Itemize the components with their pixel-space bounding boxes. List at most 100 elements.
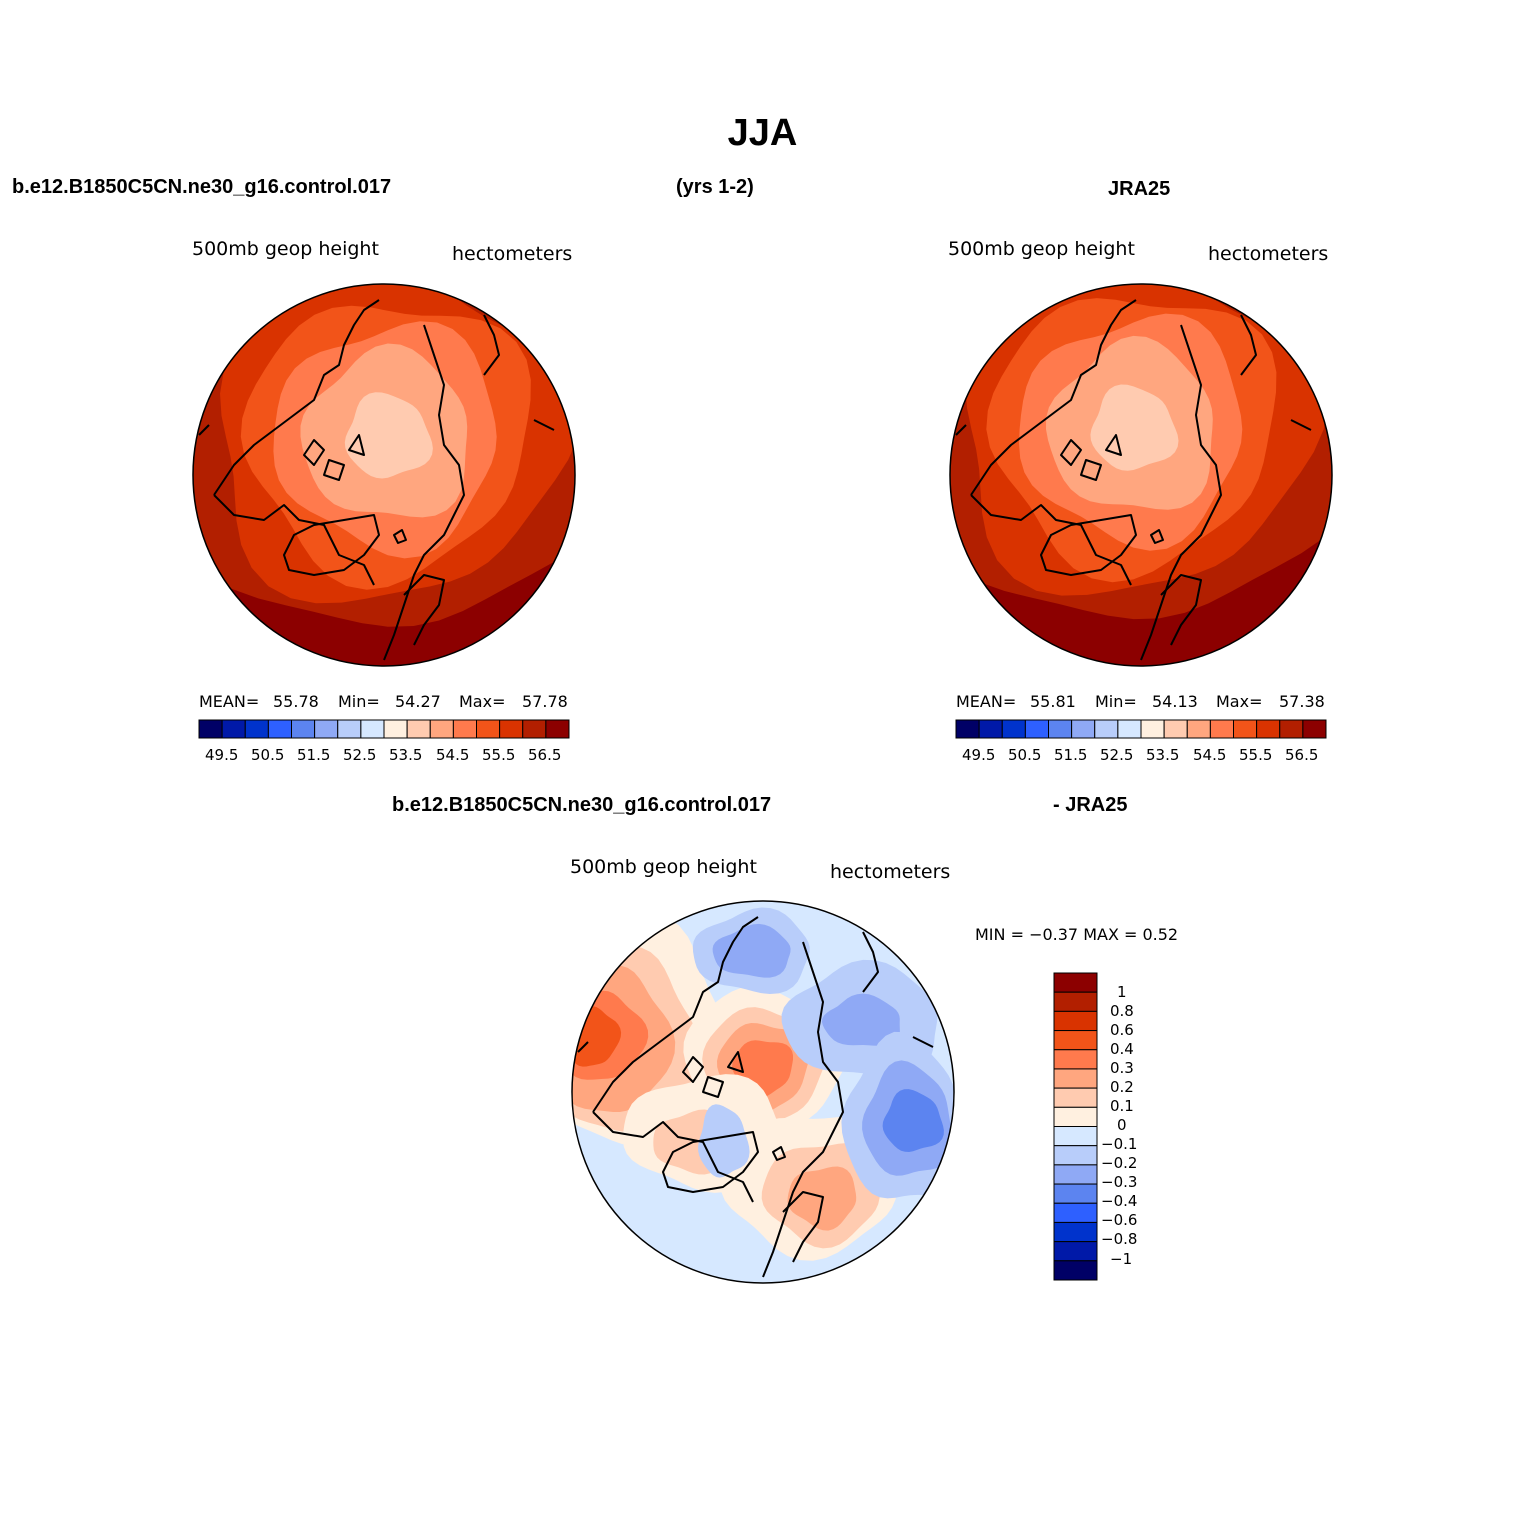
diff-cbar-tick: 1: [1117, 983, 1127, 1001]
obs-cbar-tick: 56.5: [1285, 746, 1319, 764]
diff-colorbar-box: [1053, 1202, 1098, 1223]
model-mean-value: 55.78: [273, 692, 319, 711]
diff-cbar-tick: −1: [1110, 1250, 1133, 1268]
obs-cbar-tick: 54.5: [1193, 746, 1227, 764]
diff-header-right: - JRA25: [1053, 794, 1128, 816]
diff-coastline: [682, 1056, 704, 1083]
obs-colorbar-box: [1048, 719, 1073, 739]
obs-contour-band: [1090, 384, 1179, 471]
diff-coastline: [912, 1036, 934, 1048]
model-min-label: Min=: [338, 692, 380, 711]
model-coastline: [348, 434, 365, 456]
diff-cbar-tick: −0.6: [1101, 1211, 1138, 1229]
obs-units-label: hectometers: [1208, 243, 1329, 265]
diff-header-left: b.e12.B1850C5CN.ne30_g16.control.017: [392, 794, 772, 816]
obs-colorbar-box: [1302, 719, 1327, 739]
obs-coastline: [1240, 314, 1257, 376]
diff-cbar-tick: −0.2: [1101, 1154, 1138, 1172]
model-colorbar-box: [406, 719, 431, 739]
obs-variable-label: 500mb geop height: [948, 238, 1135, 260]
model-coastline: [198, 424, 210, 436]
diff-colorbar-box: [1053, 1145, 1098, 1166]
top-center-header: (yrs 1-2): [676, 176, 754, 198]
model-colorbar-box: [522, 719, 547, 739]
diff-coastline: [702, 1076, 724, 1098]
model-coastline: [213, 299, 380, 496]
model-max-value: 57.78: [522, 692, 568, 711]
obs-coastline: [1040, 514, 1137, 576]
model-colorbar-box: [337, 719, 362, 739]
obs-colorbar: [955, 719, 1327, 739]
obs-mean-value: 55.81: [1030, 692, 1076, 711]
obs-coastline: [955, 424, 967, 436]
diff-coastline: [662, 1131, 759, 1193]
model-colorbar-box: [314, 719, 339, 739]
diff-map-border: [571, 900, 955, 1284]
model-coastline: [393, 529, 407, 544]
obs-colorbar-box: [1209, 719, 1234, 739]
diff-coastline: [772, 1146, 786, 1161]
diff-colorbar-box: [1053, 1106, 1098, 1127]
obs-cbar-tick: 55.5: [1239, 746, 1273, 764]
obs-cbar-tick: 52.5: [1100, 746, 1134, 764]
model-colorbar: [198, 719, 570, 739]
diff-coastline: [577, 1041, 589, 1053]
obs-coastline: [1080, 459, 1102, 481]
model-colorbar-box: [383, 719, 408, 739]
diff-cbar-tick: −0.8: [1101, 1230, 1138, 1248]
obs-coastline: [1140, 324, 1222, 661]
diff-contour-band: [712, 923, 791, 978]
model-polar-map: [193, 284, 575, 666]
diff-colorbar-box: [1053, 1126, 1098, 1147]
diff-cbar-tick: −0.4: [1101, 1192, 1138, 1210]
obs-colorbar-box: [1233, 719, 1258, 739]
obs-cbar-tick: 50.5: [1008, 746, 1042, 764]
model-colorbar-box: [499, 719, 524, 739]
diff-minmax-text: MIN = −0.37 MAX = 0.52: [975, 925, 1179, 944]
model-cbar-tick: 50.5: [251, 746, 285, 764]
obs-coastline: [1060, 439, 1082, 466]
obs-max-value: 57.38: [1279, 692, 1325, 711]
diff-colorbar-box: [1053, 1164, 1098, 1185]
model-colorbar-box: [452, 719, 477, 739]
obs-mean-label: MEAN=: [956, 692, 1017, 711]
diff-colorbar-box: [1053, 1241, 1098, 1262]
obs-colorbar-box: [1071, 719, 1096, 739]
model-cbar-tick: 54.5: [436, 746, 470, 764]
diff-cbar-tick: −0.1: [1101, 1135, 1138, 1153]
obs-min-value: 54.13: [1152, 692, 1198, 711]
model-coastline: [283, 514, 380, 576]
diff-coastline: [727, 1051, 744, 1073]
obs-colorbar-box: [1186, 719, 1211, 739]
model-colorbar-box: [267, 719, 292, 739]
diff-coastline: [862, 931, 879, 993]
obs-coastline: [1290, 419, 1312, 431]
model-coastline: [403, 574, 445, 646]
model-colorbar-box: [198, 719, 223, 739]
diff-colorbar-box: [1053, 1068, 1098, 1089]
model-colorbar-box: [244, 719, 269, 739]
diff-cbar-tick: 0.3: [1110, 1059, 1134, 1077]
obs-coastline: [1105, 434, 1122, 456]
diff-cbar-tick: 0.2: [1110, 1078, 1134, 1096]
model-colorbar-box: [429, 719, 454, 739]
model-mean-label: MEAN=: [199, 692, 260, 711]
model-cbar-tick: 56.5: [528, 746, 562, 764]
diff-colorbar-box: [1053, 991, 1098, 1012]
obs-min-label: Min=: [1095, 692, 1137, 711]
diff-coastline: [762, 941, 844, 1278]
obs-cbar-tick: 51.5: [1054, 746, 1088, 764]
model-max-label: Max=: [459, 692, 506, 711]
model-coastline: [383, 324, 465, 661]
obs-cbar-tick: 49.5: [962, 746, 996, 764]
model-colorbar-box: [291, 719, 316, 739]
obs-colorbar-box: [1163, 719, 1188, 739]
model-cbar-tick: 53.5: [389, 746, 423, 764]
diff-colorbar: [1053, 972, 1098, 1281]
obs-coastline: [970, 299, 1137, 496]
top-left-header: b.e12.B1850C5CN.ne30_g16.control.017: [12, 176, 392, 198]
model-cbar-tick: 49.5: [205, 746, 239, 764]
top-right-header: JRA25: [1108, 178, 1171, 200]
model-colorbar-box: [545, 719, 570, 739]
